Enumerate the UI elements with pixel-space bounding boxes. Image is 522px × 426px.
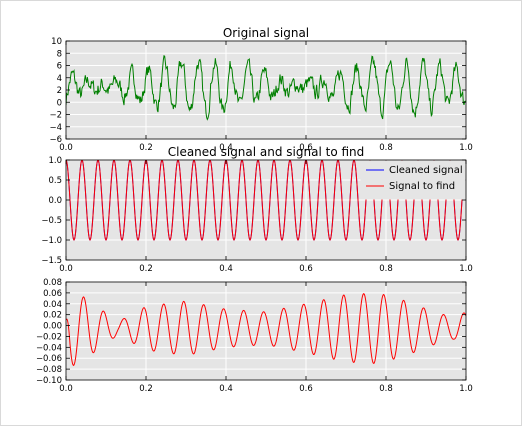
y-tick-label: −1.0 bbox=[41, 236, 62, 246]
y-tick-label: −6 bbox=[49, 135, 62, 145]
axes-frame bbox=[65, 159, 467, 261]
y-tick-label: −2 bbox=[49, 111, 62, 121]
y-tick-label: 0.0 bbox=[48, 196, 62, 206]
chart-difference: 0.0 0.2 0.4 0.6 0.8 1.0 −0.10−0.08−0.06−0.04−0… bbox=[36, 278, 473, 394]
y-tick-label: 0.08 bbox=[43, 278, 62, 288]
chart-original: 0.0 0.2 0.4 0.6 0.8 1.0 −6 −4 −2 0 2 4 6 8 10 Original … bbox=[49, 26, 472, 153]
y-tick-label: 10 bbox=[51, 37, 62, 47]
legend-entry: Cleaned signal bbox=[389, 165, 463, 176]
x-tick-label: 0.0 bbox=[59, 384, 73, 394]
legend-box bbox=[360, 160, 466, 200]
y-tick-label: 0.5 bbox=[48, 176, 62, 186]
y-tick-label: 6 bbox=[57, 62, 62, 72]
y-tick-label: 0 bbox=[57, 98, 62, 108]
y-tick-label: −1.5 bbox=[41, 256, 62, 266]
x-tick-label: 0.6 bbox=[299, 264, 313, 274]
y-tick-label: 0.02 bbox=[43, 311, 62, 321]
x-tick-label: 0.0 bbox=[59, 143, 73, 153]
y-tick-label: −0.5 bbox=[41, 216, 62, 226]
y-tick-label: 2 bbox=[57, 86, 62, 96]
y-tick-label: 0.00 bbox=[43, 322, 62, 332]
x-tick-label: 1.0 bbox=[459, 264, 473, 274]
x-tick-label: 0.6 bbox=[299, 384, 313, 394]
series-line-difference bbox=[66, 293, 466, 367]
y-tick-label: 1.0 bbox=[48, 156, 62, 166]
x-tick-label: 0.2 bbox=[139, 264, 153, 274]
y-tick-label: −0.04 bbox=[36, 343, 62, 353]
y-tick-label: −0.08 bbox=[36, 365, 62, 375]
plot-area bbox=[66, 282, 466, 380]
y-tick-label: 0.06 bbox=[43, 289, 62, 299]
y-tick-label: 0.04 bbox=[43, 300, 62, 310]
y-tick-label: 4 bbox=[57, 74, 62, 84]
x-tick-label: 0.2 bbox=[139, 384, 153, 394]
axes-frame bbox=[65, 40, 467, 140]
x-tick-label: 1.0 bbox=[459, 384, 473, 394]
y-tick-label: −4 bbox=[49, 123, 62, 133]
chart-cleaned: 0.0 0.2 0.4 0.6 0.8 1.0 −1.5 −1.0 −0.5 0.0 0.5 1.0 C… bbox=[41, 145, 472, 274]
y-tick-label: −0.10 bbox=[36, 376, 62, 386]
x-tick-label: 0.8 bbox=[379, 384, 393, 394]
chart-title: Cleaned signal and signal to find bbox=[168, 145, 365, 159]
x-tick-label: 0.0 bbox=[59, 264, 73, 274]
x-tick-label: 0.2 bbox=[139, 143, 153, 153]
y-tick-label: −0.02 bbox=[36, 332, 62, 342]
x-tick-label: 0.8 bbox=[379, 264, 393, 274]
series-line-original bbox=[66, 55, 466, 121]
x-tick-label: 0.4 bbox=[219, 264, 233, 274]
y-tick-label: 8 bbox=[57, 49, 62, 59]
x-tick-label: 0.4 bbox=[219, 143, 233, 153]
x-tick-label: 1.0 bbox=[459, 143, 473, 153]
x-tick-label: 0.6 bbox=[299, 143, 313, 153]
chart-title: Original signal bbox=[223, 26, 309, 40]
x-tick-label: 0.8 bbox=[379, 143, 393, 153]
axes-frame bbox=[65, 281, 467, 381]
legend: Cleaned signal Signal to find bbox=[360, 160, 466, 200]
legend-entry: Signal to find bbox=[389, 181, 455, 192]
x-tick-label: 0.4 bbox=[219, 384, 233, 394]
y-tick-label: −0.06 bbox=[36, 354, 62, 364]
